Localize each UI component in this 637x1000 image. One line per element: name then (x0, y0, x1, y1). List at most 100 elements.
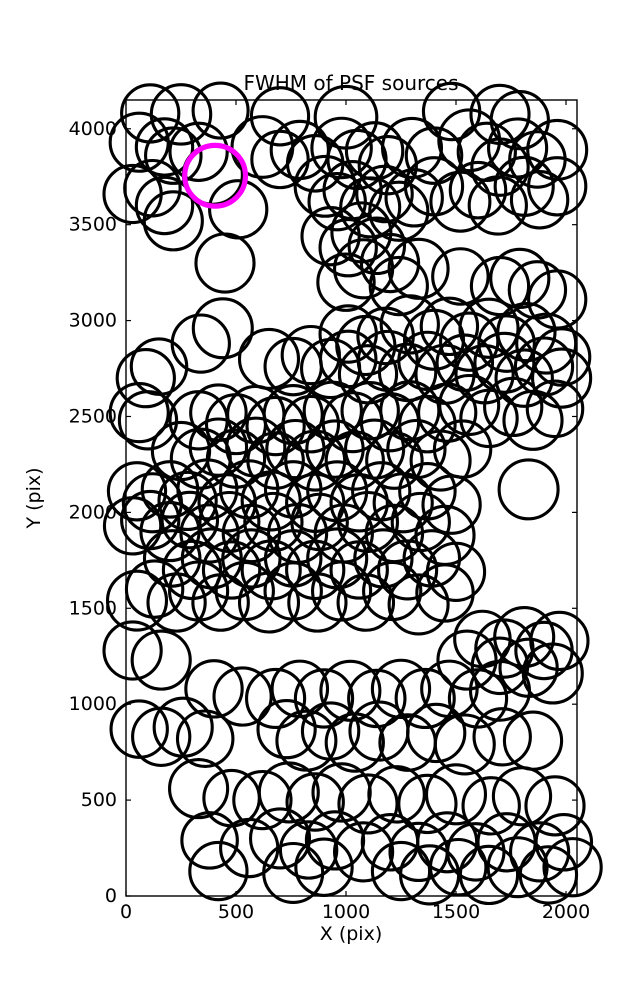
psf-source-marker (293, 154, 357, 218)
psf-source-marker (144, 126, 203, 185)
psf-source-marker (168, 121, 229, 182)
psf-source-marker (359, 232, 421, 294)
psf-source-marker (333, 238, 395, 300)
psf-source-marker (221, 503, 282, 564)
psf-source-marker (202, 768, 261, 828)
psf-source-marker (237, 571, 301, 634)
psf-source-marker (355, 164, 414, 224)
x-axis-label: X (pix) (320, 923, 382, 945)
psf-source-marker (461, 776, 521, 836)
psf-source-marker (245, 395, 306, 457)
psf-source-marker (377, 539, 439, 601)
psf-source-marker (248, 807, 312, 870)
psf-source-marker (134, 117, 195, 177)
psf-source-marker (302, 380, 363, 441)
psf-source-marker (491, 766, 553, 827)
psf-source-marker (431, 247, 490, 306)
psf-source-marker (120, 489, 181, 551)
psf-source-marker (106, 461, 168, 522)
psf-source-marker (458, 844, 520, 906)
psf-source-marker (433, 713, 496, 776)
y-axis-ticks: 0 500 1000 1500 2000 2500 3000 3500 4000 (69, 118, 577, 907)
psf-source-marker (191, 81, 250, 140)
y-tick-label: 4000 (69, 118, 117, 140)
y-tick-label: 2000 (69, 501, 117, 523)
psf-source-marker (489, 247, 551, 309)
x-tick-label: 500 (218, 901, 254, 923)
psf-source-marker (368, 255, 429, 317)
psf-source-marker (368, 180, 430, 242)
psf-source-marker (201, 540, 262, 600)
psf-source-marker (424, 763, 488, 826)
psf-source-marker (483, 376, 544, 438)
psf-source-marker (318, 217, 378, 278)
psf-source-marker (515, 312, 578, 375)
psf-source-marker (300, 206, 361, 267)
psf-source-marker (372, 472, 434, 534)
psf-source-marker (339, 176, 402, 239)
psf-source-marker (108, 382, 170, 444)
psf-source-marker (470, 137, 530, 197)
psf-source-marker (448, 160, 508, 220)
psf-source-marker (472, 707, 532, 767)
psf-source-marker (429, 170, 492, 233)
psf-source-marker (477, 314, 536, 373)
psf-source-marker (502, 389, 564, 451)
psf-source-marker (249, 86, 311, 147)
psf-source-marker (285, 772, 345, 832)
page-title: FWHM of PSF sources (243, 71, 458, 95)
psf-source-marker (496, 301, 557, 363)
psf-source-marker (439, 311, 500, 372)
psf-source-marker (305, 419, 365, 479)
psf-source-marker (184, 659, 244, 719)
x-tick-label: 1500 (432, 901, 480, 923)
psf-source-marker (370, 658, 432, 720)
psf-source-marker (142, 529, 202, 588)
y-tick-label: 1000 (69, 693, 117, 715)
psf-source-marker (340, 381, 400, 441)
psf-source-marker (493, 155, 555, 217)
psf-source-marker (189, 383, 248, 442)
psf-source-marker (513, 336, 575, 397)
psf-source-marker (458, 297, 520, 359)
psf-source-marker (311, 560, 373, 622)
psf-source-marker (149, 83, 213, 146)
psf-source-marker (336, 573, 396, 632)
psf-source-marker (421, 474, 482, 535)
psf-source-marker (406, 702, 467, 764)
psf-source-marker (115, 347, 176, 409)
psf-source-marker (336, 490, 400, 554)
psf-source-marker (468, 659, 532, 722)
psf-source-marker (524, 775, 586, 837)
psf-source-marker (257, 761, 320, 824)
psf-source-marker (399, 844, 461, 906)
psf-source-marker (188, 840, 249, 902)
psf-source-marker (486, 836, 549, 899)
psf-source-marker (473, 331, 536, 394)
psf-source-marker (467, 175, 528, 236)
psf-source-marker (191, 297, 254, 360)
psf-source-marker (394, 667, 456, 730)
psf-source-marker (212, 666, 273, 727)
y-tick-label: 0 (105, 885, 117, 907)
psf-source-marker (256, 698, 317, 760)
psf-source-marker (438, 373, 501, 436)
x-tick-label: 2000 (542, 901, 590, 923)
psf-source-marker (278, 820, 339, 880)
psf-source-marker (102, 620, 163, 681)
psf-source-marker (262, 841, 325, 905)
psf-source-marker (108, 111, 170, 173)
psf-source-marker (397, 773, 458, 835)
axes-frame (125, 99, 578, 897)
psf-source-marker (415, 563, 475, 623)
psf-source-marker (404, 126, 464, 185)
psf-source-marker (157, 470, 218, 532)
highlighted-psf-source-marker[interactable] (182, 142, 249, 209)
psf-source-marker (170, 313, 231, 374)
psf-source-marker (420, 659, 479, 719)
psf-source-marker (333, 821, 395, 883)
psf-source-marker (419, 296, 480, 357)
psf-source-marker (123, 158, 182, 218)
